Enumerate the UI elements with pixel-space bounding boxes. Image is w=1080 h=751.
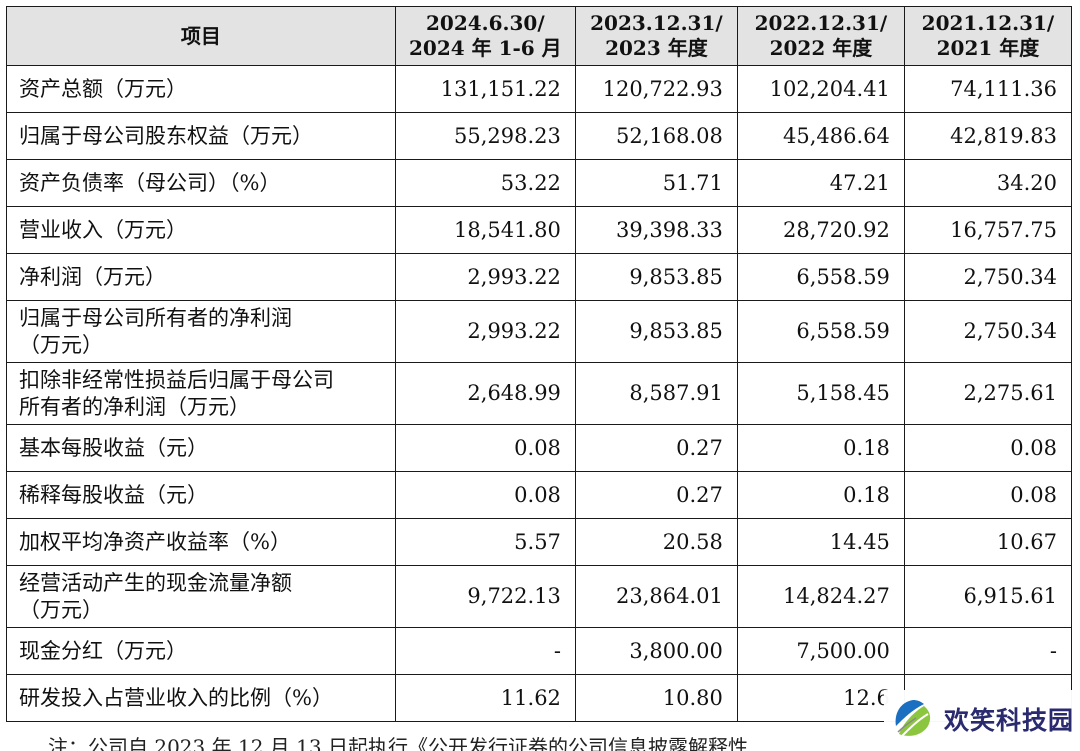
table-row: 归属于母公司所有者的净利润 （万元） 2,993.22 9,853.85 6,55… xyxy=(6,300,1073,363)
table-row: 加权平均净资产收益率（%） 5.57 20.58 14.45 10.67 xyxy=(6,518,1073,566)
cell-value: - xyxy=(903,627,1073,675)
cell-value: 120,722.93 xyxy=(574,65,738,113)
row-label: 加权平均净资产收益率（%） xyxy=(6,518,396,566)
cell-value: 2,648.99 xyxy=(394,362,576,425)
table-row: 研发投入占营业收入的比例（%） 11.62 10.80 12.6 xyxy=(6,674,1073,722)
cell-value: 18,541.80 xyxy=(394,206,576,254)
cell-value: 10.80 xyxy=(574,674,738,722)
cell-value: 5,158.45 xyxy=(736,362,905,425)
cell-value: 7,500.00 xyxy=(736,627,905,675)
financial-table: 项目 2024.6.30/2024 年 1-6 月 2023.12.31/202… xyxy=(6,6,1073,722)
cell-value: 42,819.83 xyxy=(903,112,1073,160)
cell-value: 9,853.85 xyxy=(574,300,738,363)
cell-value: 34.20 xyxy=(903,159,1073,207)
cell-value: 0.08 xyxy=(394,471,576,519)
header-period-2023: 2023.12.31/2023 年度 xyxy=(574,6,738,66)
cell-value: 39,398.33 xyxy=(574,206,738,254)
cell-value: 45,486.64 xyxy=(736,112,905,160)
cell-value: 131,151.22 xyxy=(394,65,576,113)
cell-value: 0.27 xyxy=(574,471,738,519)
cell-value: 0.08 xyxy=(903,424,1073,472)
table-row: 基本每股收益（元） 0.08 0.27 0.18 0.08 xyxy=(6,424,1073,472)
header-period-2022: 2022.12.31/2022 年度 xyxy=(736,6,905,66)
row-label: 扣除非经常性损益后归属于母公司 所有者的净利润（万元） xyxy=(6,362,396,425)
cell-value: 47.21 xyxy=(736,159,905,207)
cell-value: 12.6 xyxy=(736,674,905,722)
cell-value: 52,168.08 xyxy=(574,112,738,160)
table-row: 资产总额（万元） 131,151.22 120,722.93 102,204.4… xyxy=(6,65,1073,113)
footnote-text: 注：公司自 2023 年 12 月 13 日起执行《公开发行证券的公司信息披露解… xyxy=(48,735,748,751)
row-label: 归属于母公司股东权益（万元） xyxy=(6,112,396,160)
row-label: 营业收入（万元） xyxy=(6,206,396,254)
cell-value: 28,720.92 xyxy=(736,206,905,254)
cell-value: 53.22 xyxy=(394,159,576,207)
table-row: 归属于母公司股东权益（万元） 55,298.23 52,168.08 45,48… xyxy=(6,112,1073,160)
cell-value: 55,298.23 xyxy=(394,112,576,160)
row-label: 净利润（万元） xyxy=(6,253,396,301)
cell-value: 9,853.85 xyxy=(574,253,738,301)
cell-value: 2,750.34 xyxy=(903,253,1073,301)
cell-value: 16,757.75 xyxy=(903,206,1073,254)
cell-value: 5.57 xyxy=(394,518,576,566)
cell-value: 2,275.61 xyxy=(903,362,1073,425)
cell-value: 6,558.59 xyxy=(736,253,905,301)
cell-value: 51.71 xyxy=(574,159,738,207)
cell-value: 14.45 xyxy=(736,518,905,566)
cell-value: 6,915.61 xyxy=(903,565,1073,628)
cell-value: 10.67 xyxy=(903,518,1073,566)
cell-value: 0.08 xyxy=(903,471,1073,519)
row-label: 基本每股收益（元） xyxy=(6,424,396,472)
cell-value: 0.08 xyxy=(394,424,576,472)
cell-value: 23,864.01 xyxy=(574,565,738,628)
cell-value: 2,993.22 xyxy=(394,300,576,363)
cell-value: 14,824.27 xyxy=(736,565,905,628)
cell-value: 2,993.22 xyxy=(394,253,576,301)
table-row: 现金分红（万元） - 3,800.00 7,500.00 - xyxy=(6,627,1073,675)
cell-value: - xyxy=(394,627,576,675)
header-period-2021: 2021.12.31/2021 年度 xyxy=(903,6,1073,66)
cell-value: 0.18 xyxy=(736,424,905,472)
header-item: 项目 xyxy=(6,6,396,66)
cell-value: 9,722.13 xyxy=(394,565,576,628)
watermark: 欢笑科技园 xyxy=(884,690,1074,748)
table-row: 扣除非经常性损益后归属于母公司 所有者的净利润（万元） 2,648.99 8,58… xyxy=(6,362,1073,425)
cell-value: 8,587.91 xyxy=(574,362,738,425)
row-label: 现金分红（万元） xyxy=(6,627,396,675)
cell-value: 74,111.36 xyxy=(903,65,1073,113)
table-row: 营业收入（万元） 18,541.80 39,398.33 28,720.92 1… xyxy=(6,206,1073,254)
table-row: 资产负债率（母公司）（%） 53.22 51.71 47.21 34.20 xyxy=(6,159,1073,207)
row-label: 稀释每股收益（元） xyxy=(6,471,396,519)
row-label: 研发投入占营业收入的比例（%） xyxy=(6,674,396,722)
cell-value: 0.27 xyxy=(574,424,738,472)
row-label: 归属于母公司所有者的净利润 （万元） xyxy=(6,300,396,363)
row-label: 经营活动产生的现金流量净额 （万元） xyxy=(6,565,396,628)
cell-value: 102,204.41 xyxy=(736,65,905,113)
cell-value: 0.18 xyxy=(736,471,905,519)
row-label: 资产总额（万元） xyxy=(6,65,396,113)
leaf-logo-icon xyxy=(895,700,931,737)
cell-value: 11.62 xyxy=(394,674,576,722)
cell-value: 6,558.59 xyxy=(736,300,905,363)
watermark-text: 欢笑科技园 xyxy=(944,706,1075,735)
cell-value: 20.58 xyxy=(574,518,738,566)
row-label: 资产负债率（母公司）（%） xyxy=(6,159,396,207)
header-period-2024h1: 2024.6.30/2024 年 1-6 月 xyxy=(394,6,576,66)
header-row: 项目 2024.6.30/2024 年 1-6 月 2023.12.31/202… xyxy=(6,6,1073,66)
cell-value: 3,800.00 xyxy=(574,627,738,675)
table-row: 经营活动产生的现金流量净额 （万元） 9,722.13 23,864.01 14,… xyxy=(6,565,1073,628)
table-row: 稀释每股收益（元） 0.08 0.27 0.18 0.08 xyxy=(6,471,1073,519)
table-row: 净利润（万元） 2,993.22 9,853.85 6,558.59 2,750… xyxy=(6,253,1073,301)
cell-value: 2,750.34 xyxy=(903,300,1073,363)
